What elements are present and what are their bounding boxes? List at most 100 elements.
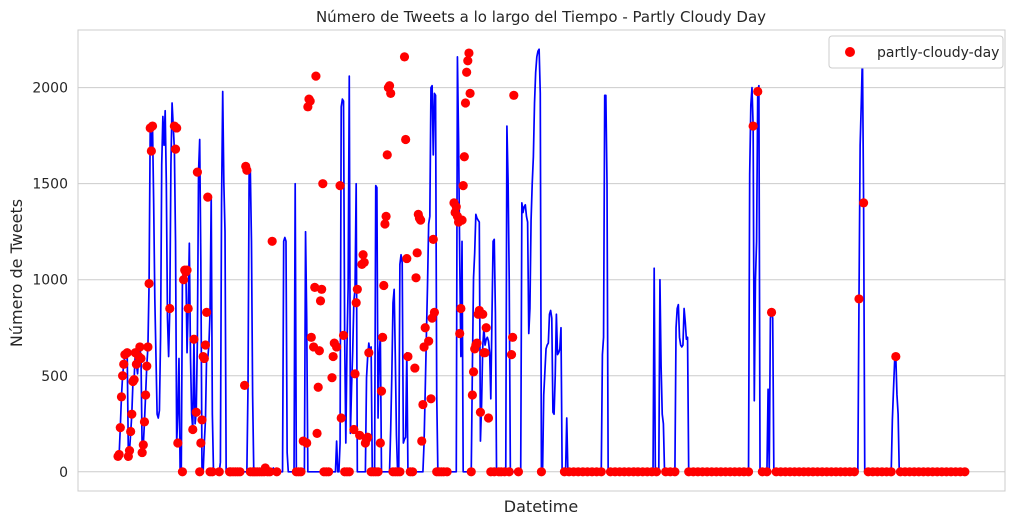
data-point <box>191 407 201 417</box>
data-point <box>478 309 488 319</box>
data-point <box>380 219 390 229</box>
data-point <box>338 330 349 341</box>
data-point <box>513 467 524 477</box>
data-point <box>124 446 135 456</box>
data-point <box>207 467 217 477</box>
data-point <box>203 192 213 202</box>
data-point <box>442 467 452 477</box>
data-point <box>468 367 479 377</box>
data-point <box>143 342 153 352</box>
y-axis-title: Número de Tweets <box>7 199 26 347</box>
data-point <box>344 467 354 477</box>
data-point <box>173 438 183 448</box>
y-tick-label: 500 <box>41 369 68 385</box>
data-point <box>748 121 758 131</box>
data-point <box>350 369 360 379</box>
data-point <box>854 294 864 304</box>
data-point <box>762 467 772 477</box>
data-point <box>456 303 466 314</box>
data-point <box>382 150 392 160</box>
data-point <box>192 167 202 177</box>
data-point <box>183 303 193 314</box>
data-point <box>317 284 327 294</box>
data-point <box>460 98 471 108</box>
data-point <box>306 332 316 342</box>
data-point <box>481 323 491 333</box>
data-point <box>743 467 754 477</box>
data-point <box>302 438 312 448</box>
data-point <box>200 340 211 350</box>
data-point <box>305 96 315 106</box>
data-point <box>115 423 125 433</box>
data-point <box>472 338 482 348</box>
data-point <box>126 426 136 437</box>
data-point <box>177 467 188 477</box>
data-point <box>416 215 426 225</box>
y-tick-label: 1000 <box>32 273 68 289</box>
data-point <box>122 348 132 358</box>
data-point <box>399 52 410 62</box>
data-point <box>114 449 124 460</box>
data-point <box>313 382 323 392</box>
data-point <box>457 215 467 225</box>
data-point <box>364 348 374 358</box>
data-point <box>463 56 473 66</box>
data-point <box>504 467 514 477</box>
data-point <box>144 278 154 289</box>
data-point <box>272 467 282 477</box>
data-point <box>378 332 388 342</box>
data-point <box>381 211 391 221</box>
data-point <box>651 467 662 477</box>
data-point <box>403 351 413 362</box>
data-point <box>596 467 606 477</box>
data-point <box>379 280 389 291</box>
data-point <box>141 390 151 400</box>
data-point <box>311 71 321 81</box>
data-point <box>165 303 175 314</box>
data-point <box>363 432 373 442</box>
data-point <box>467 390 477 400</box>
data-point <box>508 332 518 342</box>
y-tick-label: 2000 <box>32 81 68 97</box>
data-point <box>753 86 763 97</box>
data-point <box>235 467 245 477</box>
data-point <box>182 265 192 275</box>
legend-label: partly-cloudy-day <box>877 45 999 61</box>
data-point <box>351 298 361 308</box>
data-point <box>318 179 328 189</box>
data-point <box>459 152 469 162</box>
data-point <box>359 257 369 268</box>
data-point <box>429 307 440 317</box>
data-point <box>428 234 438 244</box>
chart-title: Número de Tweets a lo largo del Tiempo -… <box>316 8 766 26</box>
data-point <box>410 363 420 373</box>
data-point <box>265 467 275 477</box>
data-point <box>147 121 158 131</box>
plot-area-frame <box>77 29 1006 492</box>
data-point <box>116 392 127 402</box>
data-point <box>420 323 430 333</box>
data-point <box>202 307 212 317</box>
data-point <box>483 413 494 423</box>
data-point <box>332 342 342 352</box>
data-point <box>315 296 326 306</box>
data-point <box>475 407 486 417</box>
data-point <box>119 359 129 369</box>
data-point <box>536 467 547 477</box>
data-point <box>373 467 383 477</box>
data-point <box>466 467 476 477</box>
data-point <box>335 180 345 191</box>
data-point <box>267 236 277 246</box>
data-point <box>426 394 436 404</box>
data-point <box>465 88 475 98</box>
legend: partly-cloudy-day <box>828 35 1004 69</box>
data-point <box>859 198 869 208</box>
data-point <box>462 67 472 77</box>
data-point <box>146 146 156 156</box>
legend-marker <box>845 47 855 57</box>
data-point <box>355 430 365 440</box>
data-point <box>138 440 148 450</box>
data-point <box>417 436 427 446</box>
data-point <box>242 165 252 175</box>
